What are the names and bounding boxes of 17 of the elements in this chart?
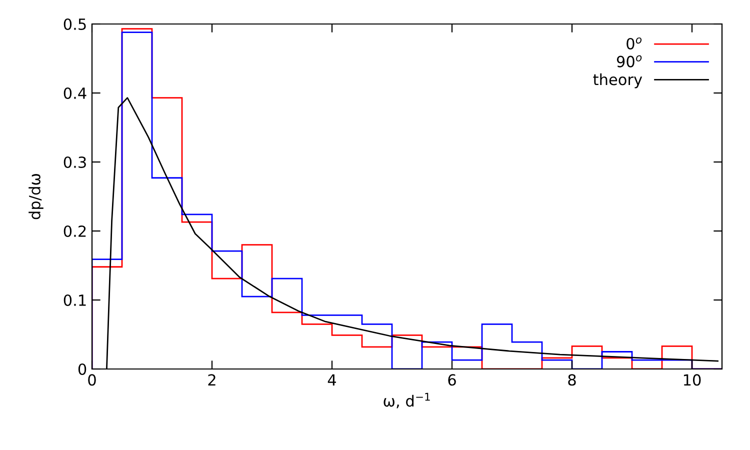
x-tick-label: 10 [684, 374, 701, 386]
x-tick-label: 6 [448, 374, 456, 386]
y-tick-label: 0.3 [64, 156, 86, 168]
y-tick-label: 0 [78, 363, 86, 376]
legend-label: 90$^{o}$ [616, 55, 642, 68]
legend-label: theory [593, 73, 642, 88]
legend-label: 0$^{o}$ [626, 37, 642, 50]
x-axis-title: ω, d$^{−1}$ [384, 392, 430, 408]
y-axis-title: dp/dω [28, 174, 44, 220]
x-tick-label: 8 [568, 374, 576, 386]
y-tick-label: 0.1 [64, 294, 86, 306]
x-tick-label: 4 [328, 374, 336, 386]
x-tick-label: 0 [88, 374, 96, 386]
x-tick-label: 2 [208, 374, 216, 386]
y-tick-label: 0.4 [64, 87, 86, 100]
y-tick-label: 0.2 [64, 225, 86, 238]
y-tick-label: 0.5 [64, 18, 86, 30]
